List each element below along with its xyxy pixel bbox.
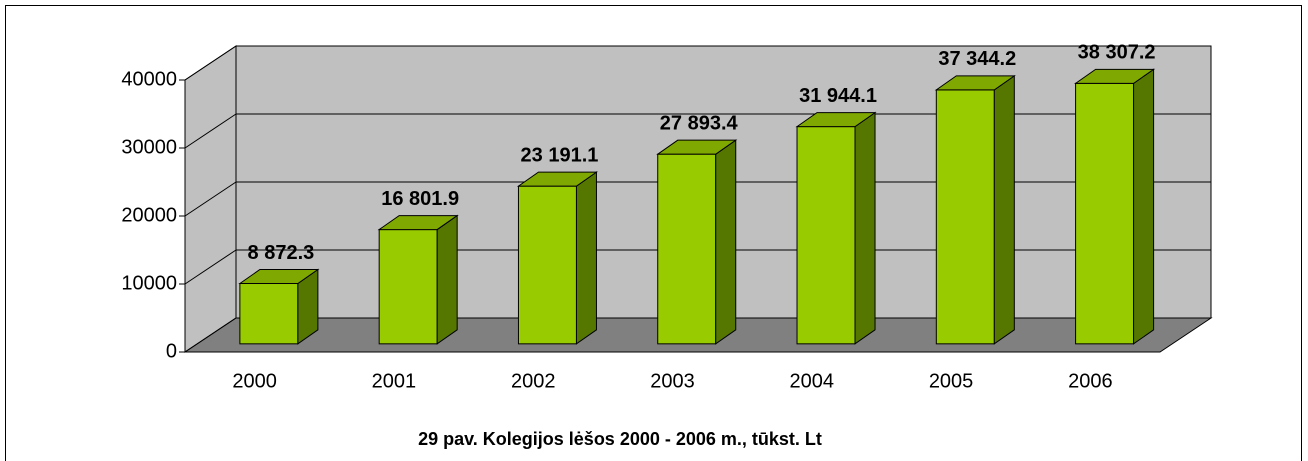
x-tick-label: 2006	[1068, 370, 1113, 392]
bar-top	[656, 139, 738, 155]
value-label: 8 872.3	[248, 242, 315, 264]
x-tick-label: 2004	[790, 370, 835, 392]
y-tick-label: 40000	[121, 68, 177, 90]
bar-top	[238, 269, 320, 285]
bar-side	[993, 74, 1015, 345]
x-tick-label: 2003	[650, 370, 695, 392]
y-tick-label: 20000	[121, 204, 177, 226]
x-tick-label: 2000	[232, 370, 277, 392]
value-label: 16 801.9	[381, 188, 459, 210]
bar-side	[1133, 68, 1155, 345]
bar-front	[517, 185, 577, 345]
bar-top	[377, 215, 459, 231]
y-tick-label: 30000	[121, 136, 177, 158]
bar-front	[1075, 82, 1135, 345]
bar-top	[1074, 68, 1156, 84]
bar-top	[516, 171, 599, 187]
x-tick-label: 2005	[929, 370, 974, 392]
y-tick-label: 10000	[121, 272, 177, 294]
bar-front	[935, 89, 995, 345]
bar-top	[795, 112, 877, 128]
grid-line	[184, 45, 237, 81]
grid-line	[184, 249, 237, 285]
grid-line	[184, 113, 237, 149]
value-label: 27 893.4	[660, 112, 739, 134]
y-tick-label: 0	[166, 340, 177, 362]
chart-title: 29 pav. Kolegijos lėšos 2000 - 2006 m., …	[418, 429, 822, 449]
bar-side	[715, 139, 737, 345]
bar-front	[657, 153, 717, 345]
value-label: 31 944.1	[799, 85, 877, 107]
bar-front	[239, 283, 299, 345]
bar-side	[575, 171, 597, 345]
value-label: 38 307.2	[1078, 42, 1156, 64]
grid-line	[184, 317, 237, 353]
value-label: 37 344.2	[938, 48, 1016, 70]
bar-side	[436, 214, 458, 345]
bar-front	[378, 229, 438, 345]
grid-line	[184, 181, 237, 217]
bar-top	[934, 75, 1016, 91]
bar-side	[854, 111, 876, 345]
value-label: 23 191.1	[521, 144, 599, 166]
bar-front	[796, 126, 856, 345]
x-tick-label: 2002	[511, 370, 556, 392]
x-tick-label: 2001	[372, 370, 417, 392]
